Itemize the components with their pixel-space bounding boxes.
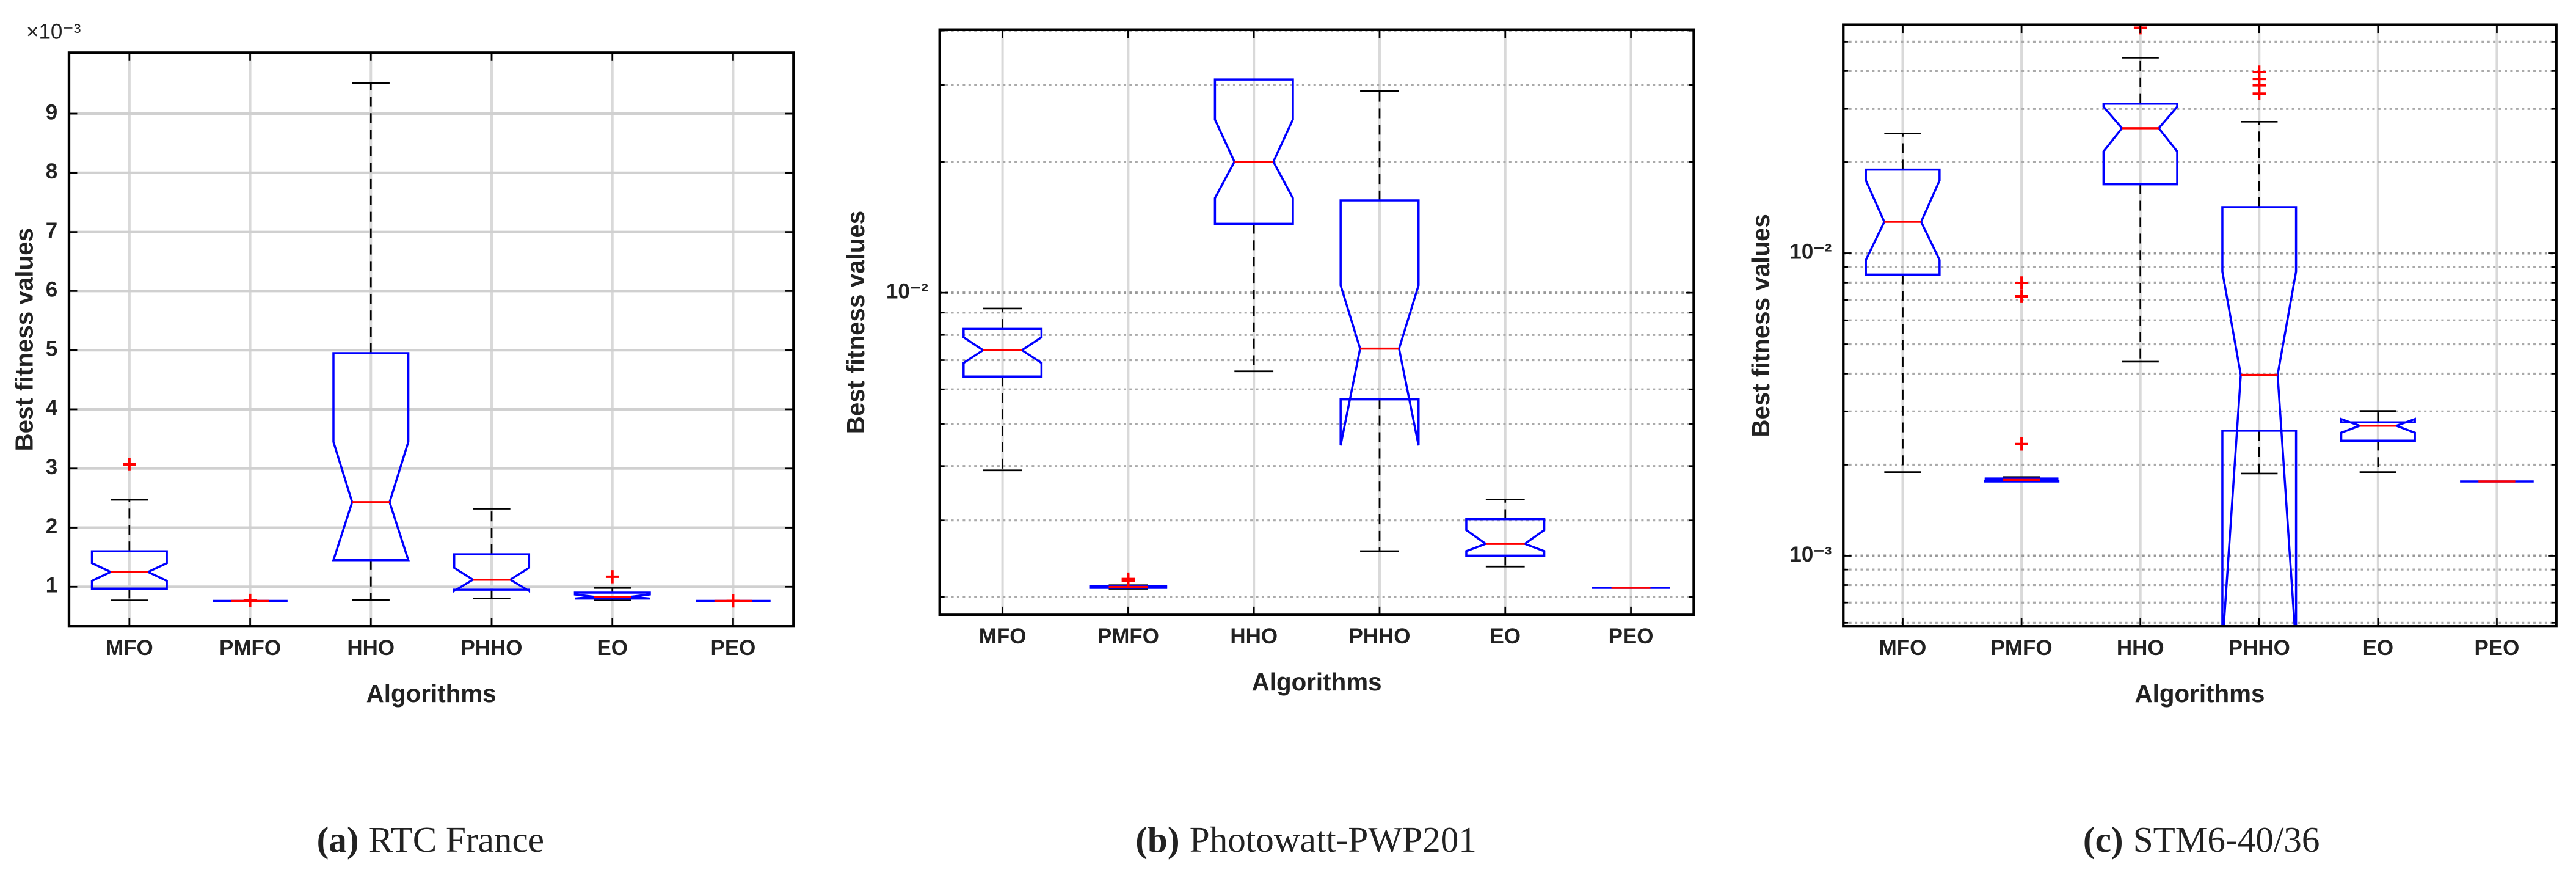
x-tick-label: MFO (106, 636, 153, 660)
y-tick-label: 7 (46, 219, 57, 243)
x-tick-label: EO (2363, 636, 2394, 660)
caption: (a) RTC France (317, 819, 544, 860)
box (2221, 206, 2298, 627)
y-tick-label: 3 (46, 455, 57, 479)
y-tick-label: 8 (46, 159, 57, 183)
x-tick-label: MFO (1879, 636, 1927, 660)
x-tick-label: PEO (711, 636, 756, 660)
y-tick-label: 10⁻² (1789, 240, 1832, 264)
plot (939, 29, 1694, 615)
caption-label: (b) (1135, 819, 1179, 860)
caption: (c) STM6-40/36 (2083, 819, 2320, 860)
y-tick-label: 10⁻³ (1789, 543, 1832, 566)
caption-text: Photowatt-PWP201 (1190, 819, 1477, 860)
outlier (2015, 276, 2028, 290)
plot (68, 53, 794, 627)
x-tick-label: EO (597, 636, 628, 660)
box (573, 591, 651, 600)
plot-frame (1842, 23, 2558, 628)
y-tick-label: 6 (46, 278, 57, 302)
box (962, 327, 1043, 378)
y-axis-title: Best fitness values (842, 211, 870, 434)
plot (1843, 24, 2556, 627)
y-tick-label: 2 (46, 514, 57, 538)
box (1465, 518, 1546, 557)
outlier (726, 594, 740, 608)
outlier (2252, 87, 2266, 100)
x-tick-label: EO (1490, 624, 1521, 648)
x-tick-label: MFO (979, 624, 1027, 648)
x-tick-label: HHO (2117, 636, 2164, 660)
box (1865, 168, 1941, 276)
box (90, 550, 168, 590)
outlier (1121, 574, 1135, 588)
caption: (b) Photowatt-PWP201 (1135, 819, 1477, 860)
outlier (2015, 437, 2028, 451)
y-tick-label: 4 (46, 396, 58, 420)
box (2340, 417, 2416, 442)
outlier (2015, 290, 2028, 303)
y-multiplier: ×10⁻³ (26, 20, 81, 43)
outlier (243, 593, 257, 607)
x-tick-label: PMFO (1991, 636, 2053, 660)
y-tick-label: 5 (46, 337, 57, 360)
box (1984, 477, 2060, 483)
box (1213, 78, 1294, 225)
y-tick-label: 1 (46, 574, 57, 598)
caption-label: (a) (317, 819, 359, 860)
outlier (123, 458, 136, 471)
caption-text: STM6-40/36 (2133, 819, 2320, 860)
x-tick-label: PEO (1609, 624, 1654, 648)
plot-frame (67, 51, 795, 628)
y-tick-label: 9 (46, 100, 57, 124)
x-tick-label: PHHO (2229, 636, 2290, 660)
y-axis-title: Best fitness values (10, 228, 38, 451)
box (1339, 199, 1420, 446)
x-tick-label: PHHO (460, 636, 522, 660)
box (453, 553, 531, 593)
y-axis-title: Best fitness values (1747, 214, 1775, 437)
x-tick-label: PMFO (219, 636, 281, 660)
y-tick-label: 10⁻² (886, 279, 928, 303)
box (332, 352, 410, 562)
caption-text: RTC France (369, 819, 544, 860)
x-axis-title: Algorithms (1252, 668, 1382, 696)
caption-label: (c) (2083, 819, 2123, 860)
plot-frame (938, 28, 1695, 616)
x-tick-label: PMFO (1097, 624, 1159, 648)
box (2102, 103, 2178, 186)
outlier (605, 570, 619, 584)
x-tick-label: PHHO (1348, 624, 1410, 648)
x-axis-title: Algorithms (2135, 679, 2265, 708)
x-tick-label: HHO (347, 636, 395, 660)
x-axis-title: Algorithms (366, 679, 497, 708)
x-tick-label: HHO (1230, 624, 1278, 648)
x-tick-label: PEO (2474, 636, 2519, 660)
